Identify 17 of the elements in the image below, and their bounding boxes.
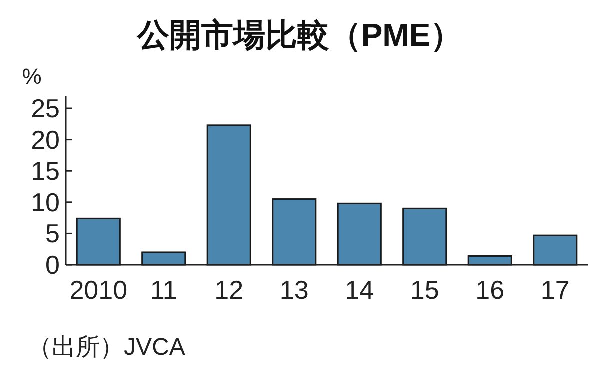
chart-title: 公開市場比較（PME） (136, 17, 463, 53)
y-tick-label: 0 (46, 250, 60, 280)
x-tick-label: 13 (280, 275, 309, 305)
y-tick-label: 10 (31, 187, 60, 218)
text: （出所）JVCA (28, 334, 186, 361)
y-tick-label: 20 (31, 124, 60, 155)
x-tick-label: 12 (214, 275, 244, 305)
y-tick-label: 5 (46, 218, 60, 249)
x-tick-label: 16 (476, 275, 505, 305)
x-tick-label: 15 (410, 275, 440, 305)
y-tick-label: 25 (31, 94, 60, 124)
y-axis-title: % (22, 64, 42, 89)
y-tick-label: 15 (31, 156, 60, 186)
x-tick-label: 17 (540, 275, 570, 305)
x-tick-label: 11 (150, 275, 178, 305)
x-tick-label: 14 (345, 275, 374, 305)
x-tick-label: 2010 (70, 275, 128, 305)
